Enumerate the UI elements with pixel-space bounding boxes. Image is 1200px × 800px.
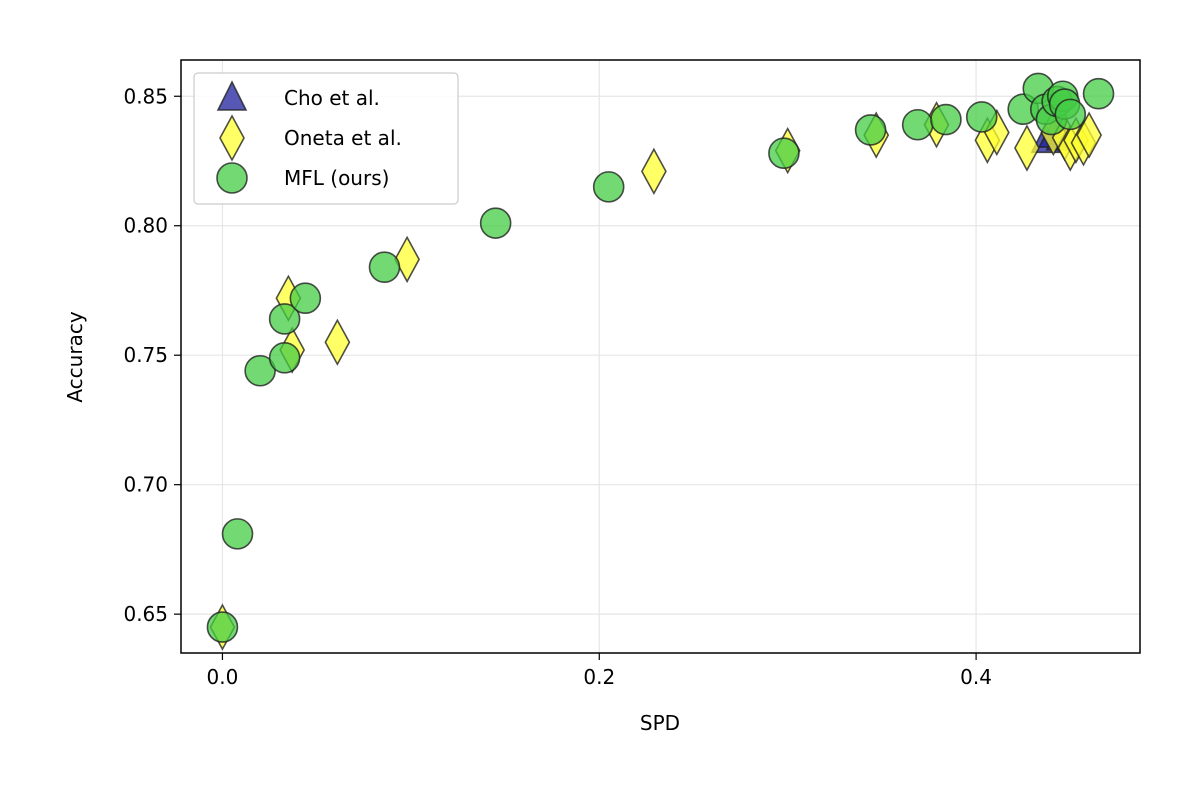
circle-point	[592, 171, 625, 203]
diamond-point	[1014, 124, 1040, 172]
legend-diamond-icon	[219, 114, 245, 162]
x-tick-label: 0.2	[583, 665, 615, 689]
circle-point	[901, 108, 934, 141]
circle-point	[268, 303, 301, 335]
circle-point	[368, 251, 401, 283]
x-axis-label: SPD	[640, 711, 680, 735]
circle-point	[479, 207, 512, 239]
circle-point	[206, 611, 239, 643]
diamond-point	[640, 147, 667, 196]
legend-circle-icon	[216, 162, 248, 194]
legend-label: Cho et al.	[284, 86, 380, 110]
plot-frame	[180, 59, 1141, 654]
circle-point	[965, 101, 998, 133]
series-circle	[206, 72, 1115, 643]
x-tick-label: 0.0	[207, 665, 239, 689]
x-tick-label: 0.4	[960, 665, 992, 689]
axis-ticks: 0.0 0.2 0.4 0.65 0.70 0.75 0.80 0.85	[123, 84, 992, 689]
circle-point	[289, 282, 322, 315]
legend-box	[193, 72, 459, 205]
legend-label: MFL (ours)	[284, 166, 389, 190]
diamond-point	[394, 235, 421, 284]
circle-point	[930, 103, 962, 136]
circle-point	[268, 341, 301, 374]
y-tick-label: 0.70	[123, 473, 168, 497]
circle-point	[221, 518, 254, 550]
circle-point	[1054, 98, 1087, 131]
y-tick-label: 0.80	[123, 214, 168, 238]
circle-point	[1082, 77, 1115, 110]
diamond-point	[324, 318, 351, 366]
circle-point	[768, 137, 800, 170]
legend-triangle-icon	[216, 80, 248, 111]
circle-point	[854, 114, 887, 146]
data-marks	[206, 72, 1115, 651]
y-tick-label: 0.65	[123, 602, 168, 626]
y-axis-label: Accuracy	[63, 311, 87, 402]
legend: Cho et al. Oneta et al. MFL (ours)	[193, 72, 459, 205]
diamond-point	[1076, 111, 1103, 159]
legend-label: Oneta et al.	[284, 126, 402, 150]
circle-point	[244, 354, 276, 387]
y-tick-label: 0.75	[123, 343, 168, 367]
y-tick-label: 0.85	[123, 84, 168, 108]
